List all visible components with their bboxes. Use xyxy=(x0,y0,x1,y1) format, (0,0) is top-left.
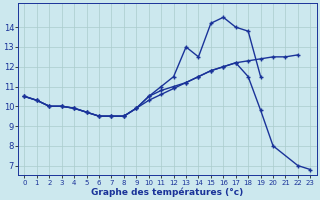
X-axis label: Graphe des températures (°c): Graphe des températures (°c) xyxy=(91,187,244,197)
